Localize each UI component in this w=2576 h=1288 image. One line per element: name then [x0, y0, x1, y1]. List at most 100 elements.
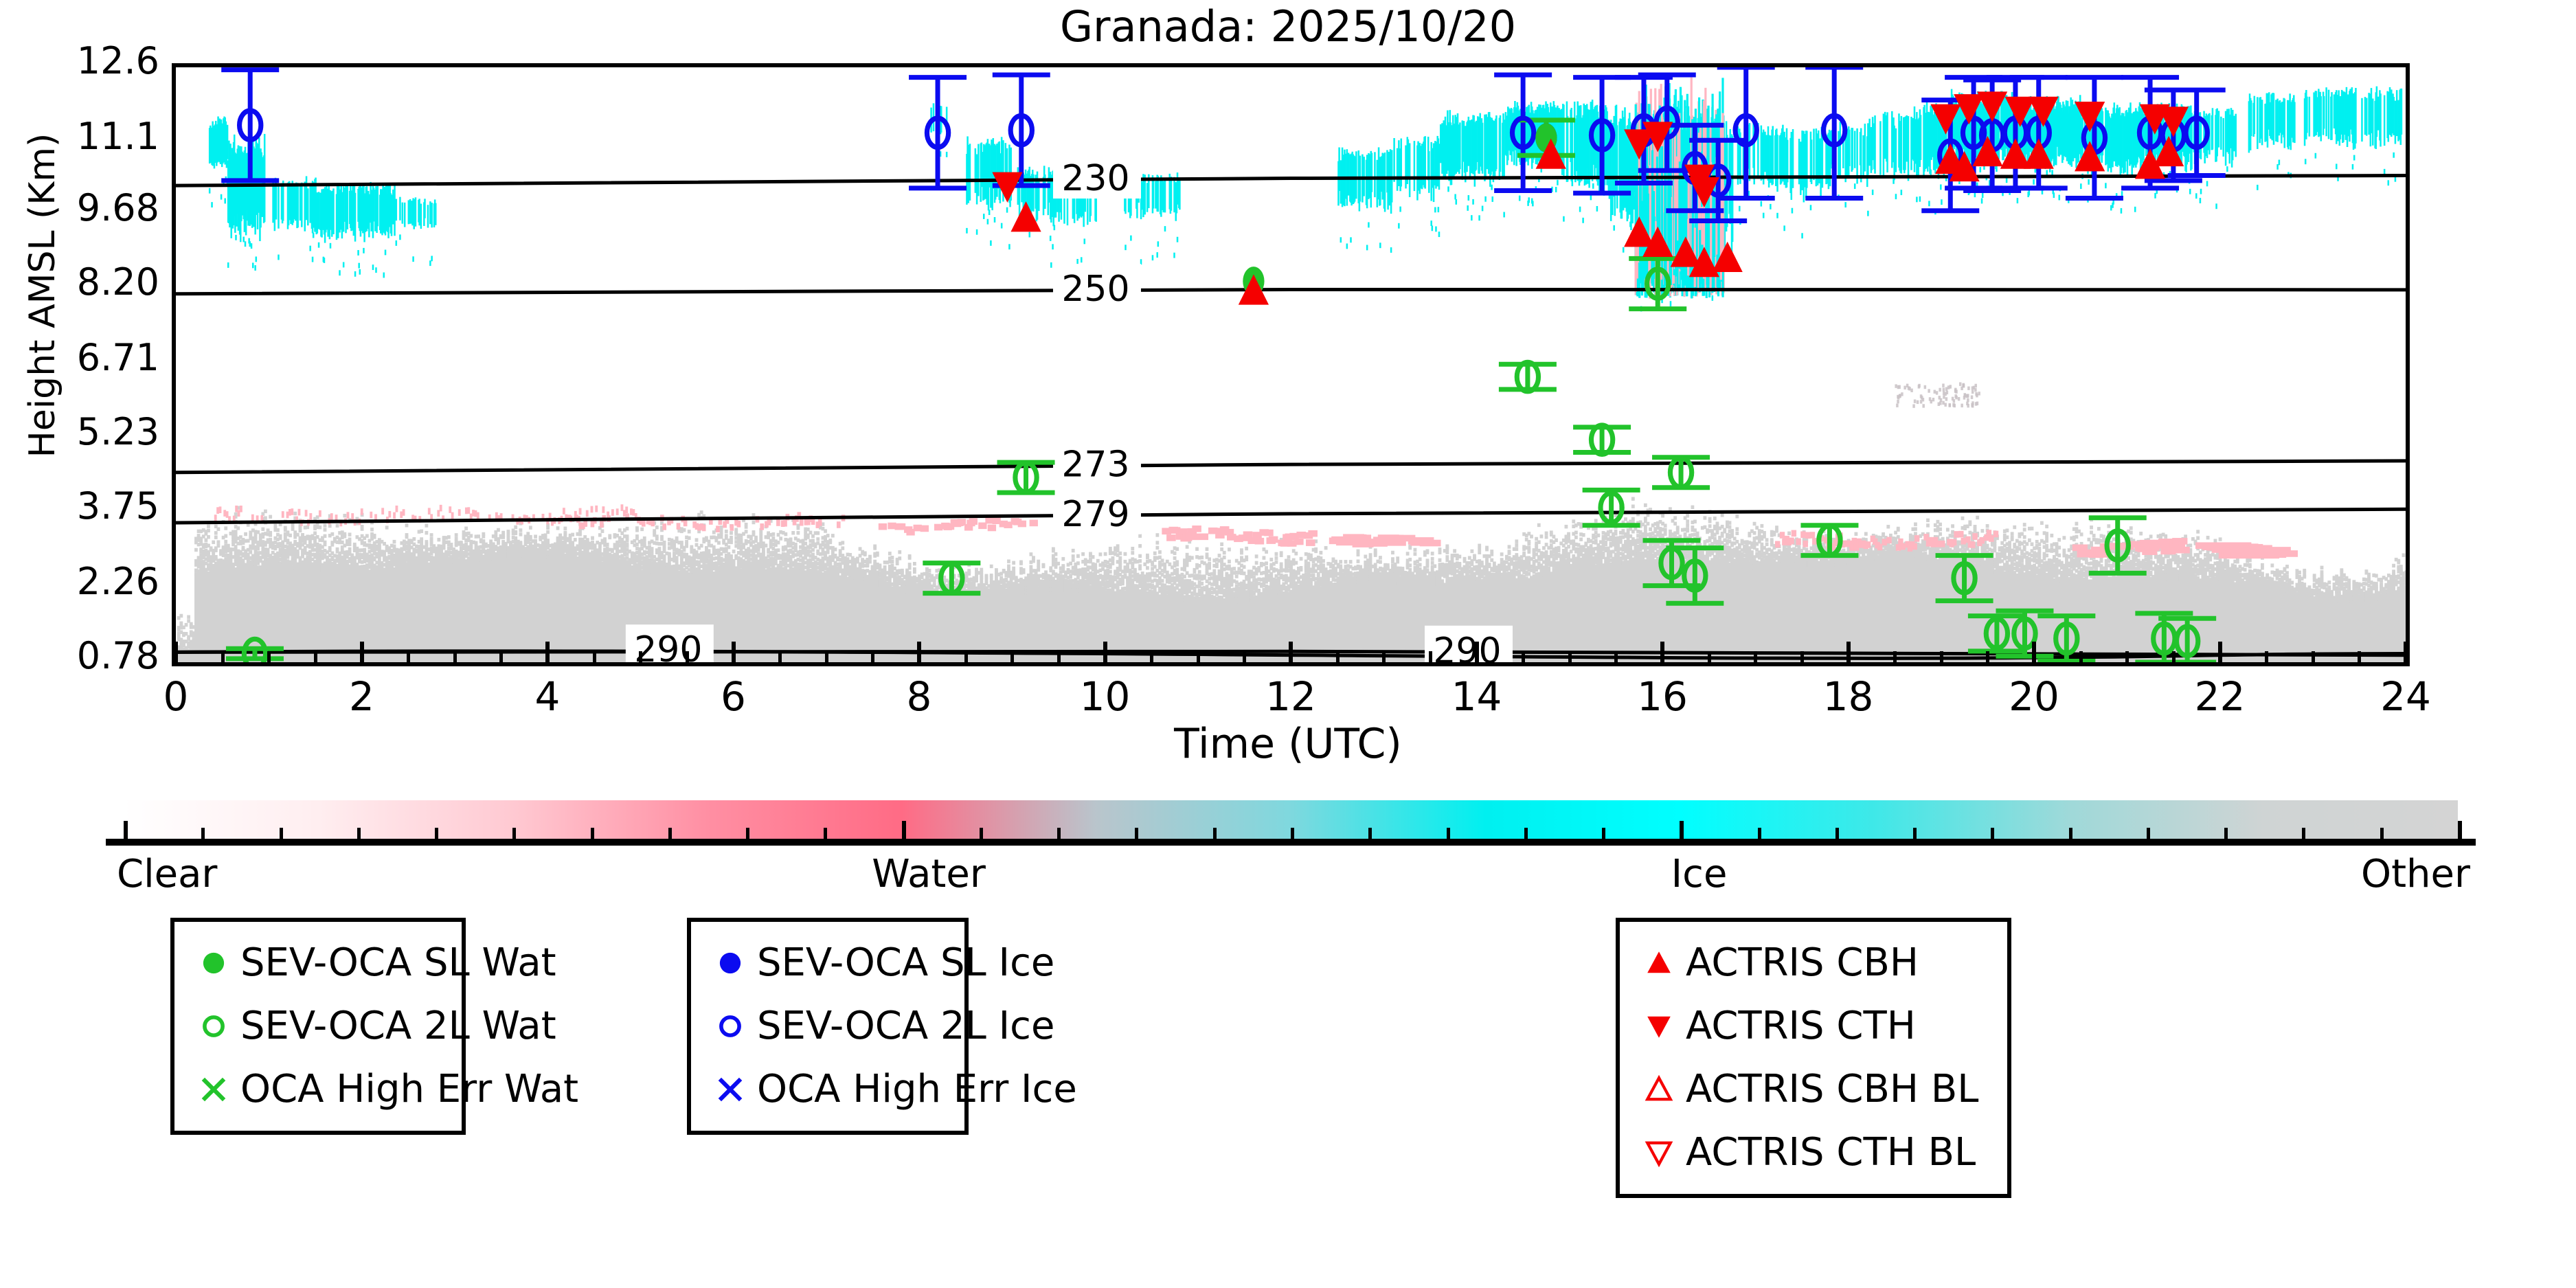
x-tick-label: 22: [2194, 673, 2246, 720]
marker-triangle-down: [1642, 122, 1673, 152]
marker-triangle-down: [1977, 91, 2008, 122]
marker-triangle-up: [1949, 150, 1980, 182]
legend-item[interactable]: ACTRIS CBH BL: [1632, 1058, 1992, 1121]
x-tick-minor-mark: [964, 651, 968, 666]
x-tick-minor-mark: [824, 651, 828, 666]
x-tick-minor-mark: [2125, 651, 2129, 666]
marker-triangle-up: [2154, 135, 2184, 167]
colorbar-tick: [824, 828, 828, 841]
colorbar-tick: [2146, 828, 2150, 841]
marker-triangle-up: [1642, 226, 1673, 257]
marker-open-circle: [2104, 528, 2131, 563]
isotherm-label: 290: [1433, 631, 1501, 666]
x-tick-mark: [731, 642, 736, 666]
x-axis-label: Time (UTC): [1174, 720, 1402, 768]
legend-item[interactable]: SEV-OCA 2L Ice: [703, 995, 1054, 1058]
marker-open-circle: [1667, 455, 1695, 490]
legend-ice-markers: SEV-OCA SL Ice SEV-OCA 2L Ice OCA High Err…: [687, 918, 1077, 1135]
legend-item-label: ACTRIS CBH: [1686, 940, 1919, 985]
x-tick-mark: [359, 642, 364, 666]
open-circle-icon: [187, 1007, 240, 1046]
colorbar-tick: [1835, 828, 1839, 841]
marker-open-circle: [1816, 523, 1843, 558]
isotherm-line: [176, 459, 2406, 475]
x-tick-label: 16: [1637, 673, 1688, 720]
x-tick-mark: [1474, 642, 1479, 666]
x-tick-minor-mark: [1939, 651, 1943, 666]
legend-water-markers: SEV-OCA SL Wat SEV-OCA 2L Wat OCA High Err…: [170, 918, 578, 1135]
marker-open-circle: [1008, 113, 1035, 148]
legend-actris-markers: ACTRIS CBH ACTRIS CTH ACTRIS CBH BL ACTRIS …: [1616, 918, 2011, 1198]
open-circle-icon: [703, 1007, 757, 1046]
isotherm-label-bg: [1052, 439, 1141, 485]
colorbar-tick: [2458, 821, 2462, 841]
legend-item[interactable]: ACTRIS CTH: [1632, 995, 1992, 1058]
colorbar-tick: [2302, 828, 2306, 841]
colorbar: [106, 800, 2476, 846]
isotherm-line: [176, 174, 2406, 188]
x-tick-minor-mark: [685, 651, 689, 666]
x-tick-mark: [545, 642, 550, 666]
x-tick-mark: [1660, 642, 1664, 666]
y-tick-label: 3.75: [76, 484, 159, 528]
marker-triangle-down: [2028, 96, 2059, 127]
marker-open-circle: [1732, 113, 1759, 148]
colorbar-tick: [668, 828, 672, 841]
marker-triangle-down: [1688, 177, 1719, 208]
x-tick-label: 20: [2009, 673, 2059, 720]
x-tick-minor-mark: [1986, 651, 1990, 666]
colorbar-tick: [590, 828, 594, 841]
x-tick-minor-mark: [592, 651, 596, 666]
marker-triangle-up: [1670, 236, 1701, 267]
marker-open-circle: [1645, 267, 1671, 301]
colorbar-tick: [512, 828, 517, 841]
legend-item[interactable]: SEV-OCA SL Ice: [703, 931, 1054, 995]
marker-triangle-down: [1954, 94, 1985, 125]
isotherm-labels: 230 250 273 279 290 290: [625, 153, 1513, 666]
legend-item-label: SEV-OCA SL Wat: [240, 940, 556, 985]
colorbar-tick: [1135, 828, 1139, 841]
marker-triangle-up: [2075, 141, 2105, 172]
x-tick-minor-mark: [1382, 651, 1386, 666]
x-tick-minor-mark: [313, 651, 317, 666]
marker-open-circle: [1951, 561, 1978, 596]
y-tick-label: 6.71: [76, 335, 159, 379]
marker-triangle-up: [1010, 201, 1041, 232]
isotherm-label-bg: [1052, 488, 1141, 534]
legend-item[interactable]: ACTRIS CBH: [1632, 931, 1992, 995]
colorbar-label: Water: [872, 852, 986, 896]
isotherm-line: [176, 507, 2406, 525]
y-tick-label: 8.20: [76, 260, 159, 304]
legend-item[interactable]: SEV-OCA 2L Wat: [187, 995, 556, 1058]
colorbar-tick: [201, 828, 205, 841]
colorbar-tick: [979, 828, 983, 841]
legend-item[interactable]: ACTRIS CTH BL: [1632, 1121, 1992, 1184]
marker-open-circle: [2183, 115, 2210, 150]
marker-triangle-down: [1930, 104, 1961, 135]
legend-item-label: SEV-OCA SL Ice: [757, 940, 1055, 985]
legend-item[interactable]: OCA High Err Wat: [187, 1058, 578, 1121]
x-tick-minor-mark: [2171, 651, 2176, 666]
colorbar-tick: [435, 828, 439, 841]
x-tick-minor-mark: [639, 651, 643, 666]
isotherm-label: 250: [1061, 269, 1129, 310]
legend-item[interactable]: OCA High Err Ice: [703, 1058, 1077, 1121]
marker-triangle-up: [1688, 247, 1719, 278]
x-tick-minor-mark: [2358, 651, 2362, 666]
x-tick-minor-mark: [1243, 651, 1247, 666]
marker-open-circle: [236, 108, 264, 143]
filled-circle-icon: [187, 944, 240, 982]
marker-triangle-up: [1238, 274, 1269, 305]
colorbar-tick: [1913, 828, 1917, 841]
legend-item[interactable]: SEV-OCA SL Wat: [187, 931, 556, 995]
x-tick-label: 6: [721, 673, 746, 720]
x-tick-minor-mark: [407, 651, 411, 666]
marker-triangle-up: [2000, 138, 2031, 169]
x-tick-minor-mark: [2079, 651, 2083, 666]
legend-item-label: OCA High Err Wat: [240, 1067, 579, 1111]
colorbar-tick: [1057, 828, 1061, 841]
marker-triangle-down: [992, 172, 1023, 203]
y-tick-label: 11.1: [76, 114, 159, 158]
legend-item-label: ACTRIS CTH: [1686, 1004, 1916, 1048]
marker-triangle-down: [1624, 129, 1655, 160]
